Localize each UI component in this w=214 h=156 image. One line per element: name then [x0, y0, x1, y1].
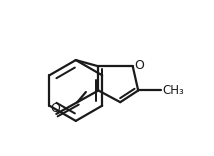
Text: CH₃: CH₃	[162, 84, 184, 97]
Text: O: O	[51, 102, 61, 115]
Text: O: O	[135, 59, 144, 72]
